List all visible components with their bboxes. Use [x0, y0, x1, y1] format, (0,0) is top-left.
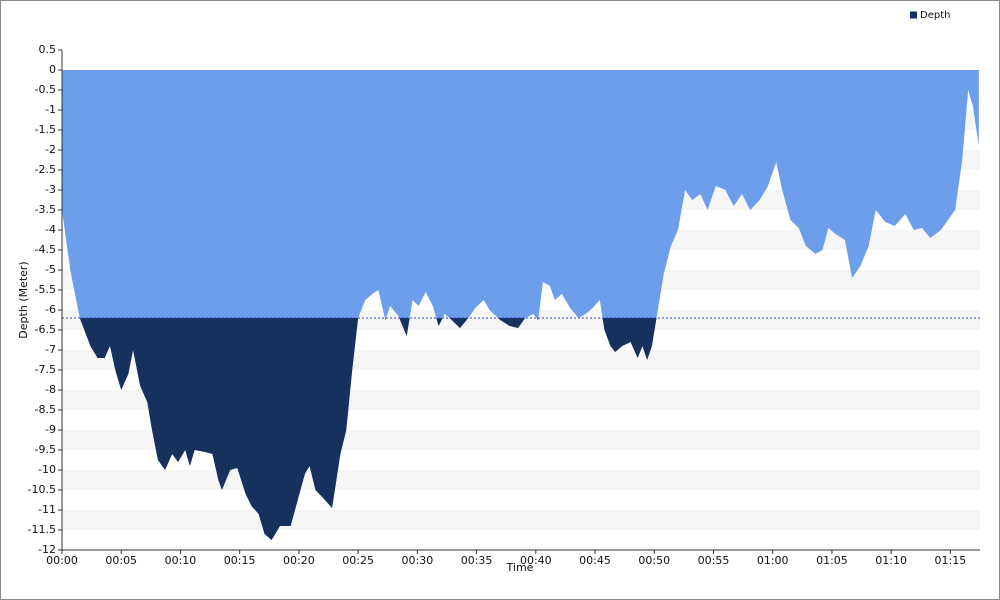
y-tick-label: -11.5 — [28, 523, 56, 536]
x-tick-label: 00:35 — [461, 554, 493, 567]
x-tick-label: 00:50 — [638, 554, 670, 567]
y-tick-label: -4 — [45, 223, 56, 236]
legend-label: Depth — [920, 10, 950, 21]
x-axis-title: Time — [506, 561, 534, 574]
y-tick-label: -10 — [38, 463, 56, 476]
y-tick-label: -4.5 — [35, 243, 56, 256]
x-tick-label: 00:55 — [698, 554, 730, 567]
depth-area-below — [79, 318, 657, 540]
y-tick-label: -0.5 — [35, 83, 56, 96]
y-tick-label: -3.5 — [35, 203, 56, 216]
y-tick-label: -7 — [45, 343, 56, 356]
y-tick-label: -5.5 — [35, 283, 56, 296]
y-tick-label: -1.5 — [35, 123, 56, 136]
x-tick-label: 00:45 — [579, 554, 611, 567]
y-tick-label: -8.5 — [35, 403, 56, 416]
y-axis-title: Depth (Meter) — [17, 261, 30, 338]
x-tick-label: 01:05 — [816, 554, 848, 567]
legend-swatch — [910, 11, 917, 19]
y-tick-label: -1 — [45, 103, 56, 116]
x-tick-label: 00:05 — [105, 554, 137, 567]
y-tick-label: -2.5 — [35, 163, 56, 176]
y-tick-label: -5 — [45, 263, 56, 276]
x-tick-label: 00:40 — [520, 554, 552, 567]
x-tick-label: 01:00 — [757, 554, 789, 567]
y-tick-label: -2 — [45, 143, 56, 156]
y-tick-label: -8 — [45, 383, 56, 396]
y-tick-label: -7.5 — [35, 363, 56, 376]
y-tick-label: -6.5 — [35, 323, 56, 336]
y-tick-label: -12 — [38, 543, 56, 556]
x-tick-label: 00:10 — [165, 554, 197, 567]
x-tick-label: 00:30 — [402, 554, 434, 567]
y-tick-label: -3 — [45, 183, 56, 196]
y-tick-label: 0 — [49, 63, 56, 76]
grid-band — [62, 470, 980, 490]
y-tick-label: 0.5 — [39, 43, 57, 56]
x-tick-label: 00:25 — [342, 554, 374, 567]
y-tick-label: -11 — [38, 503, 56, 516]
y-tick-label: -6 — [45, 303, 56, 316]
y-tick-label: -9.5 — [35, 443, 56, 456]
grid-band — [62, 510, 980, 530]
y-tick-label: -9 — [45, 423, 56, 436]
x-tick-label: 00:20 — [283, 554, 315, 567]
x-tick-label: 01:10 — [875, 554, 907, 567]
x-tick-label: 00:15 — [224, 554, 256, 567]
y-tick-label: -10.5 — [28, 483, 56, 496]
x-tick-label: 01:15 — [935, 554, 967, 567]
x-tick-label: 00:00 — [46, 554, 78, 567]
